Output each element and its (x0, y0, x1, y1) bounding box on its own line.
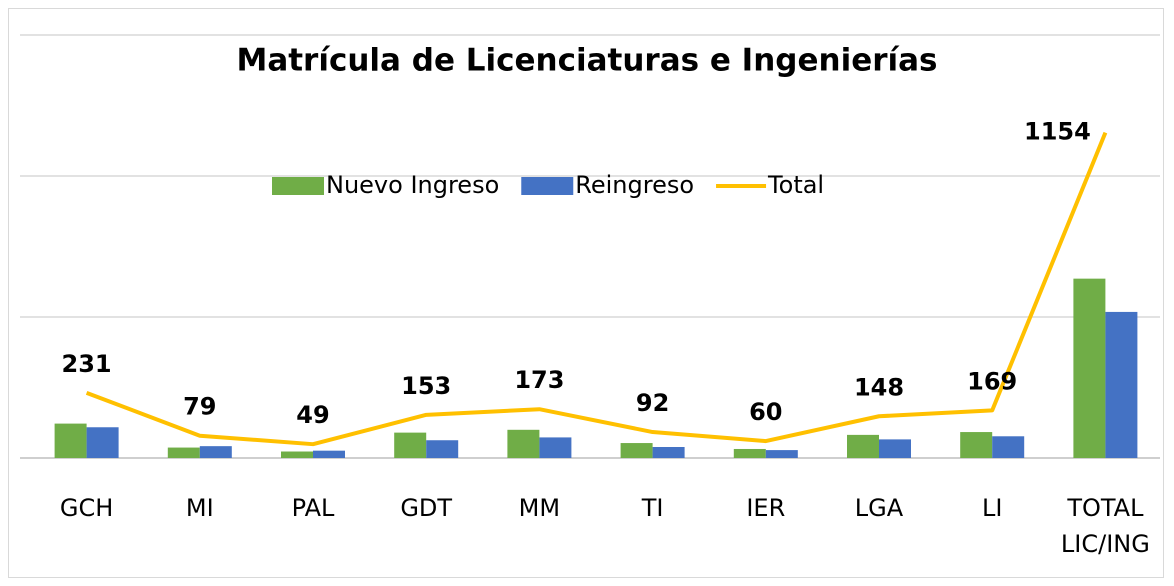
legend-swatch (272, 177, 324, 195)
bar (54, 423, 87, 458)
data-label: 173 (514, 366, 564, 394)
data-label: 153 (401, 372, 451, 400)
data-label: 1154 (1024, 118, 1091, 146)
bar (86, 427, 119, 458)
x-tick-label: PAL (291, 494, 335, 522)
total-line (85, 131, 1108, 447)
bar (1105, 311, 1138, 458)
bar (539, 437, 572, 458)
x-tick-label: TI (641, 494, 664, 522)
x-tick-label: GDT (400, 494, 453, 522)
data-label: 92 (636, 389, 669, 417)
x-tick-label: IER (746, 494, 786, 522)
data-label: 148 (854, 373, 904, 401)
legend-label: Total (767, 171, 824, 199)
data-label: 231 (62, 350, 112, 378)
data-label: 49 (296, 401, 329, 429)
bar (394, 432, 427, 458)
bar (507, 429, 540, 458)
bar (733, 448, 766, 458)
chart-frame (8, 8, 1164, 578)
data-label: 79 (183, 393, 216, 421)
bar (426, 440, 459, 458)
bar (281, 451, 313, 458)
bar (652, 447, 685, 458)
bar (167, 447, 200, 458)
bar (879, 439, 911, 458)
legend-swatch (521, 177, 574, 195)
x-tick-label: MI (185, 494, 214, 522)
bar (199, 446, 232, 458)
x-tick-label: LI (981, 494, 1003, 522)
x-tick-label: GCH (59, 494, 114, 522)
bar (1073, 278, 1106, 458)
chart-title: Matrícula de Licenciaturas e Ingenierías (236, 43, 937, 79)
x-tick-label: LGA (854, 494, 904, 522)
bar (313, 450, 345, 458)
legend-label: Reingreso (575, 171, 694, 199)
x-tick-label: MM (518, 494, 561, 522)
bar (992, 436, 1025, 458)
x-tick-label: TOTAL LIC/ING (1060, 494, 1150, 558)
bar (847, 434, 879, 458)
bar (620, 443, 653, 458)
bar (765, 450, 798, 458)
data-label: 60 (749, 398, 782, 426)
data-label: 169 (967, 367, 1017, 395)
legend-label: Nuevo Ingreso (326, 171, 499, 199)
bar (960, 432, 993, 458)
